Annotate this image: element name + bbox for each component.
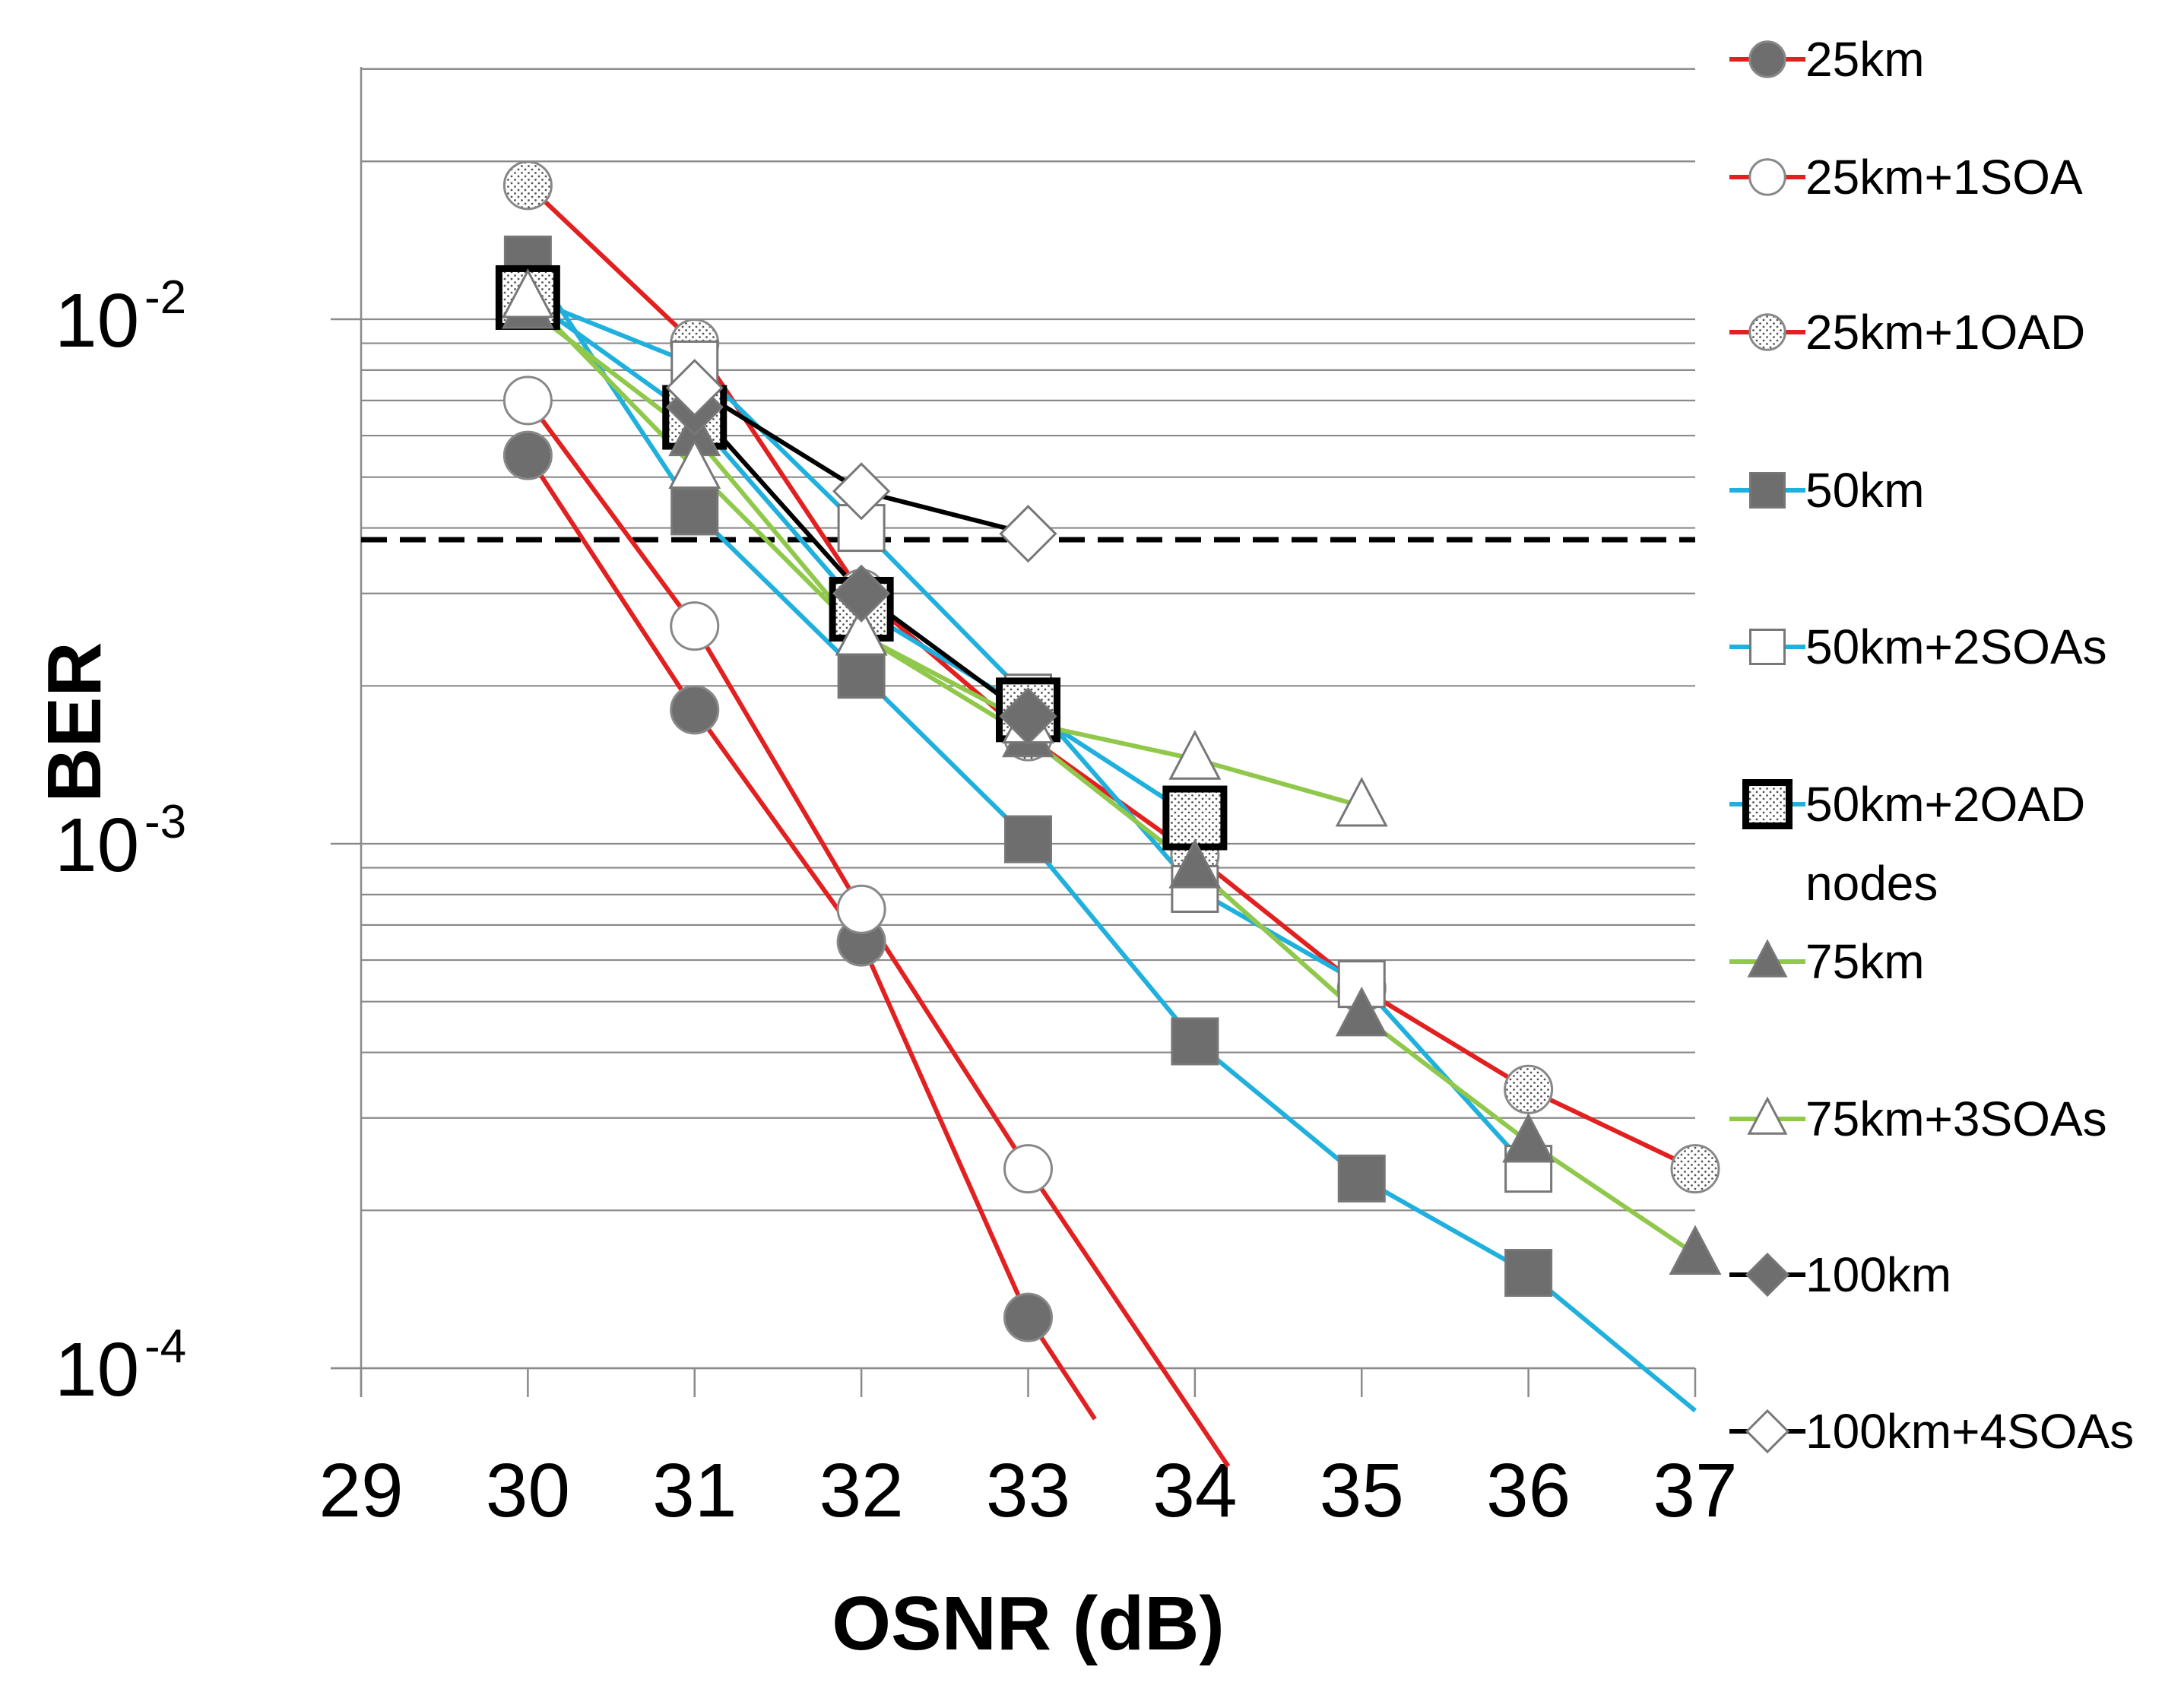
data-point-50km	[1004, 815, 1052, 864]
data-point-50km	[670, 487, 719, 536]
x-tick-label: 37	[1653, 1448, 1737, 1533]
legend-item-50km-2oad-nodes: 50km+2OAD nodes	[1729, 777, 2085, 911]
data-point-25km-1oad	[1670, 1144, 1720, 1194]
data-point-25km	[502, 430, 553, 480]
legend-label-line2: nodes	[1805, 856, 1938, 911]
y-tick-exponent: -2	[144, 271, 186, 324]
series-markers	[495, 160, 1722, 1342]
legend-item-50km: 50km	[1729, 463, 1925, 518]
y-tick-label: 10	[55, 803, 139, 888]
y-tick-label: 10	[55, 278, 139, 363]
data-point-75km	[1335, 986, 1388, 1037]
x-tick-label: 36	[1486, 1448, 1571, 1533]
legend-item-75km: 75km	[1729, 934, 1925, 989]
legend-label: 50km	[1805, 463, 1925, 518]
legend-label: 25km+1SOA	[1805, 150, 2083, 204]
legend-marker	[1745, 1409, 1790, 1454]
legend-label: 75km+3SOAs	[1805, 1092, 2107, 1146]
y-tick-label: 10	[55, 1327, 139, 1412]
x-tick-label: 33	[986, 1448, 1070, 1533]
data-point-100km-4soas	[665, 359, 724, 417]
data-point-25km-1soa	[670, 601, 720, 651]
data-point-25km-1soa	[836, 884, 886, 934]
legend-marker	[1747, 939, 1788, 978]
series-line-50km-2oad-nodes	[526, 296, 1197, 820]
series-line-75km-3soas	[526, 296, 1363, 809]
data-point-50km-2oad-nodes	[1162, 785, 1228, 851]
legend-marker	[1747, 1096, 1788, 1135]
data-point-75km-3soas	[1168, 730, 1222, 780]
data-point-25km-1oad	[1504, 1064, 1554, 1114]
data-point-75km	[1502, 1112, 1555, 1163]
data-point-50km	[1171, 1017, 1219, 1066]
legend-label: 25km	[1805, 32, 1925, 87]
legend-item-25km: 25km	[1729, 32, 1925, 87]
x-tick-label: 35	[1320, 1448, 1404, 1533]
y-tick-exponent: -3	[144, 796, 186, 848]
x-axis-title: OSNR (dB)	[832, 1581, 1225, 1666]
x-tick-label: 31	[652, 1448, 737, 1533]
legend-marker	[1748, 40, 1786, 78]
data-point-75km-3soas	[501, 268, 554, 318]
data-point-50km	[1337, 1154, 1386, 1203]
legend-marker	[1748, 313, 1786, 351]
data-point-25km	[670, 685, 720, 735]
legend-label: 100km	[1805, 1247, 1951, 1302]
data-point-25km-1soa	[502, 376, 553, 426]
series-line-25km	[525, 454, 1097, 1421]
x-tick-label: 29	[319, 1448, 403, 1533]
x-tick-label: 32	[819, 1448, 904, 1533]
data-point-75km	[1168, 838, 1222, 889]
data-point-100km	[999, 687, 1057, 746]
y-tick-exponent: -4	[144, 1320, 186, 1373]
data-point-75km-3soas	[835, 606, 888, 656]
data-point-25km-1oad	[502, 160, 553, 211]
data-point-100km	[832, 564, 891, 623]
legend-item-75km-3soas: 75km+3SOAs	[1729, 1092, 2107, 1146]
data-point-50km	[837, 651, 886, 699]
legend-item-100km-4soas: 100km+4SOAs	[1729, 1404, 2134, 1459]
legend: 25km 25km+1SOA 25km+1OAD 50km 50km+2SOAs 50km…	[1729, 32, 2134, 1459]
legend-label: 50km+2OAD	[1805, 777, 2085, 832]
series-line-75km	[526, 306, 1697, 1256]
data-point-75km	[1669, 1225, 1722, 1275]
legend-marker	[1745, 1252, 1790, 1298]
legend-marker	[1742, 779, 1793, 829]
legend-item-100km: 100km	[1729, 1247, 1951, 1302]
data-point-100km-4soas	[832, 462, 891, 521]
legend-marker	[1749, 472, 1786, 509]
data-point-75km-3soas	[668, 439, 721, 490]
data-point-75km-3soas	[1335, 776, 1388, 827]
legend-marker	[1749, 629, 1786, 665]
legend-label: 25km+1OAD	[1805, 305, 2085, 360]
legend-item-50km-2soas: 50km+2SOAs	[1729, 620, 2107, 674]
data-point-100km-4soas	[999, 505, 1057, 563]
data-point-50km	[1504, 1249, 1553, 1298]
data-point-25km-1soa	[1003, 1144, 1053, 1194]
legend-label: 50km+2SOAs	[1805, 620, 2107, 674]
series-line-50km	[525, 258, 1697, 1413]
legend-marker	[1748, 158, 1786, 196]
x-tick-label: 30	[486, 1448, 570, 1533]
legend-label: 75km	[1805, 934, 1925, 989]
legend-item-25km-1soa: 25km+1SOA	[1729, 150, 2083, 204]
legend-label: 100km+4SOAs	[1805, 1404, 2134, 1459]
y-axis-title: BER	[32, 642, 117, 802]
data-point-25km	[1003, 1292, 1053, 1342]
legend-item-25km-1oad: 25km+1OAD	[1729, 305, 2085, 360]
